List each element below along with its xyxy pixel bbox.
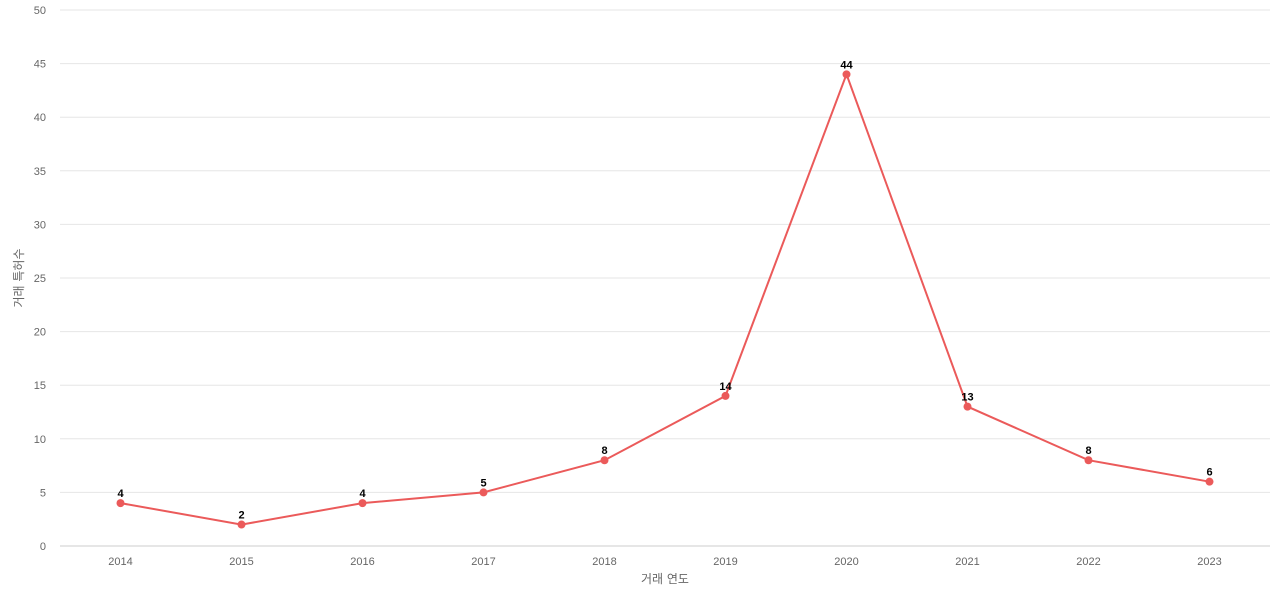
data-point[interactable] <box>963 402 972 411</box>
data-point[interactable] <box>1084 456 1093 465</box>
x-tick-label: 2020 <box>834 556 858 568</box>
gridlines <box>60 9 1270 493</box>
y-tick-label: 45 <box>34 59 46 71</box>
data-label: 8 <box>601 445 607 457</box>
x-tick-label: 2022 <box>1076 556 1100 568</box>
y-tick-label: 40 <box>34 112 46 124</box>
y-tick-label: 0 <box>40 541 46 553</box>
data-label: 5 <box>480 477 486 489</box>
data-label: 8 <box>1085 445 1091 457</box>
x-tick-label: 2015 <box>229 556 253 568</box>
data-point[interactable] <box>479 488 488 497</box>
data-point[interactable] <box>1205 477 1214 486</box>
data-point[interactable] <box>842 70 851 79</box>
x-tick-label: 2016 <box>350 556 374 568</box>
x-tick-label: 2017 <box>471 556 495 568</box>
data-label: 14 <box>719 381 732 393</box>
y-axis-title: 거래 특허수 <box>12 248 26 307</box>
x-tick-label: 2021 <box>955 556 979 568</box>
data-label: 13 <box>961 392 973 404</box>
y-tick-label: 50 <box>34 5 46 17</box>
x-tick-label: 2018 <box>592 556 616 568</box>
data-label: 4 <box>359 488 366 500</box>
x-axis-ticks: 2014 2015 2016 2017 2018 2019 2020 2021 2022 2023 <box>108 556 1221 568</box>
data-point[interactable] <box>358 499 367 508</box>
data-points <box>116 70 1214 529</box>
y-tick-label: 10 <box>34 434 46 446</box>
y-tick-label: 25 <box>34 273 46 285</box>
data-point[interactable] <box>237 520 246 529</box>
y-tick-label: 35 <box>34 166 46 178</box>
x-tick-label: 2023 <box>1197 556 1221 568</box>
y-tick-label: 15 <box>34 380 46 392</box>
x-tick-label: 2014 <box>108 556 132 568</box>
data-point[interactable] <box>116 499 125 508</box>
y-tick-label: 5 <box>40 487 46 499</box>
y-axis-ticks: 0 5 10 15 20 25 30 35 40 45 50 <box>34 5 46 553</box>
y-tick-label: 30 <box>34 219 46 231</box>
data-point[interactable] <box>721 391 730 400</box>
data-label: 44 <box>840 59 853 71</box>
data-labels: 4 2 4 5 8 14 44 13 8 6 <box>117 59 1212 521</box>
data-point[interactable] <box>600 456 609 465</box>
data-label: 4 <box>117 488 124 500</box>
data-label: 2 <box>238 510 244 522</box>
y-tick-label: 20 <box>34 327 46 339</box>
series-line <box>120 71 1210 526</box>
x-tick-label: 2019 <box>713 556 737 568</box>
data-label: 6 <box>1206 467 1212 479</box>
x-axis-title: 거래 연도 <box>641 572 689 586</box>
